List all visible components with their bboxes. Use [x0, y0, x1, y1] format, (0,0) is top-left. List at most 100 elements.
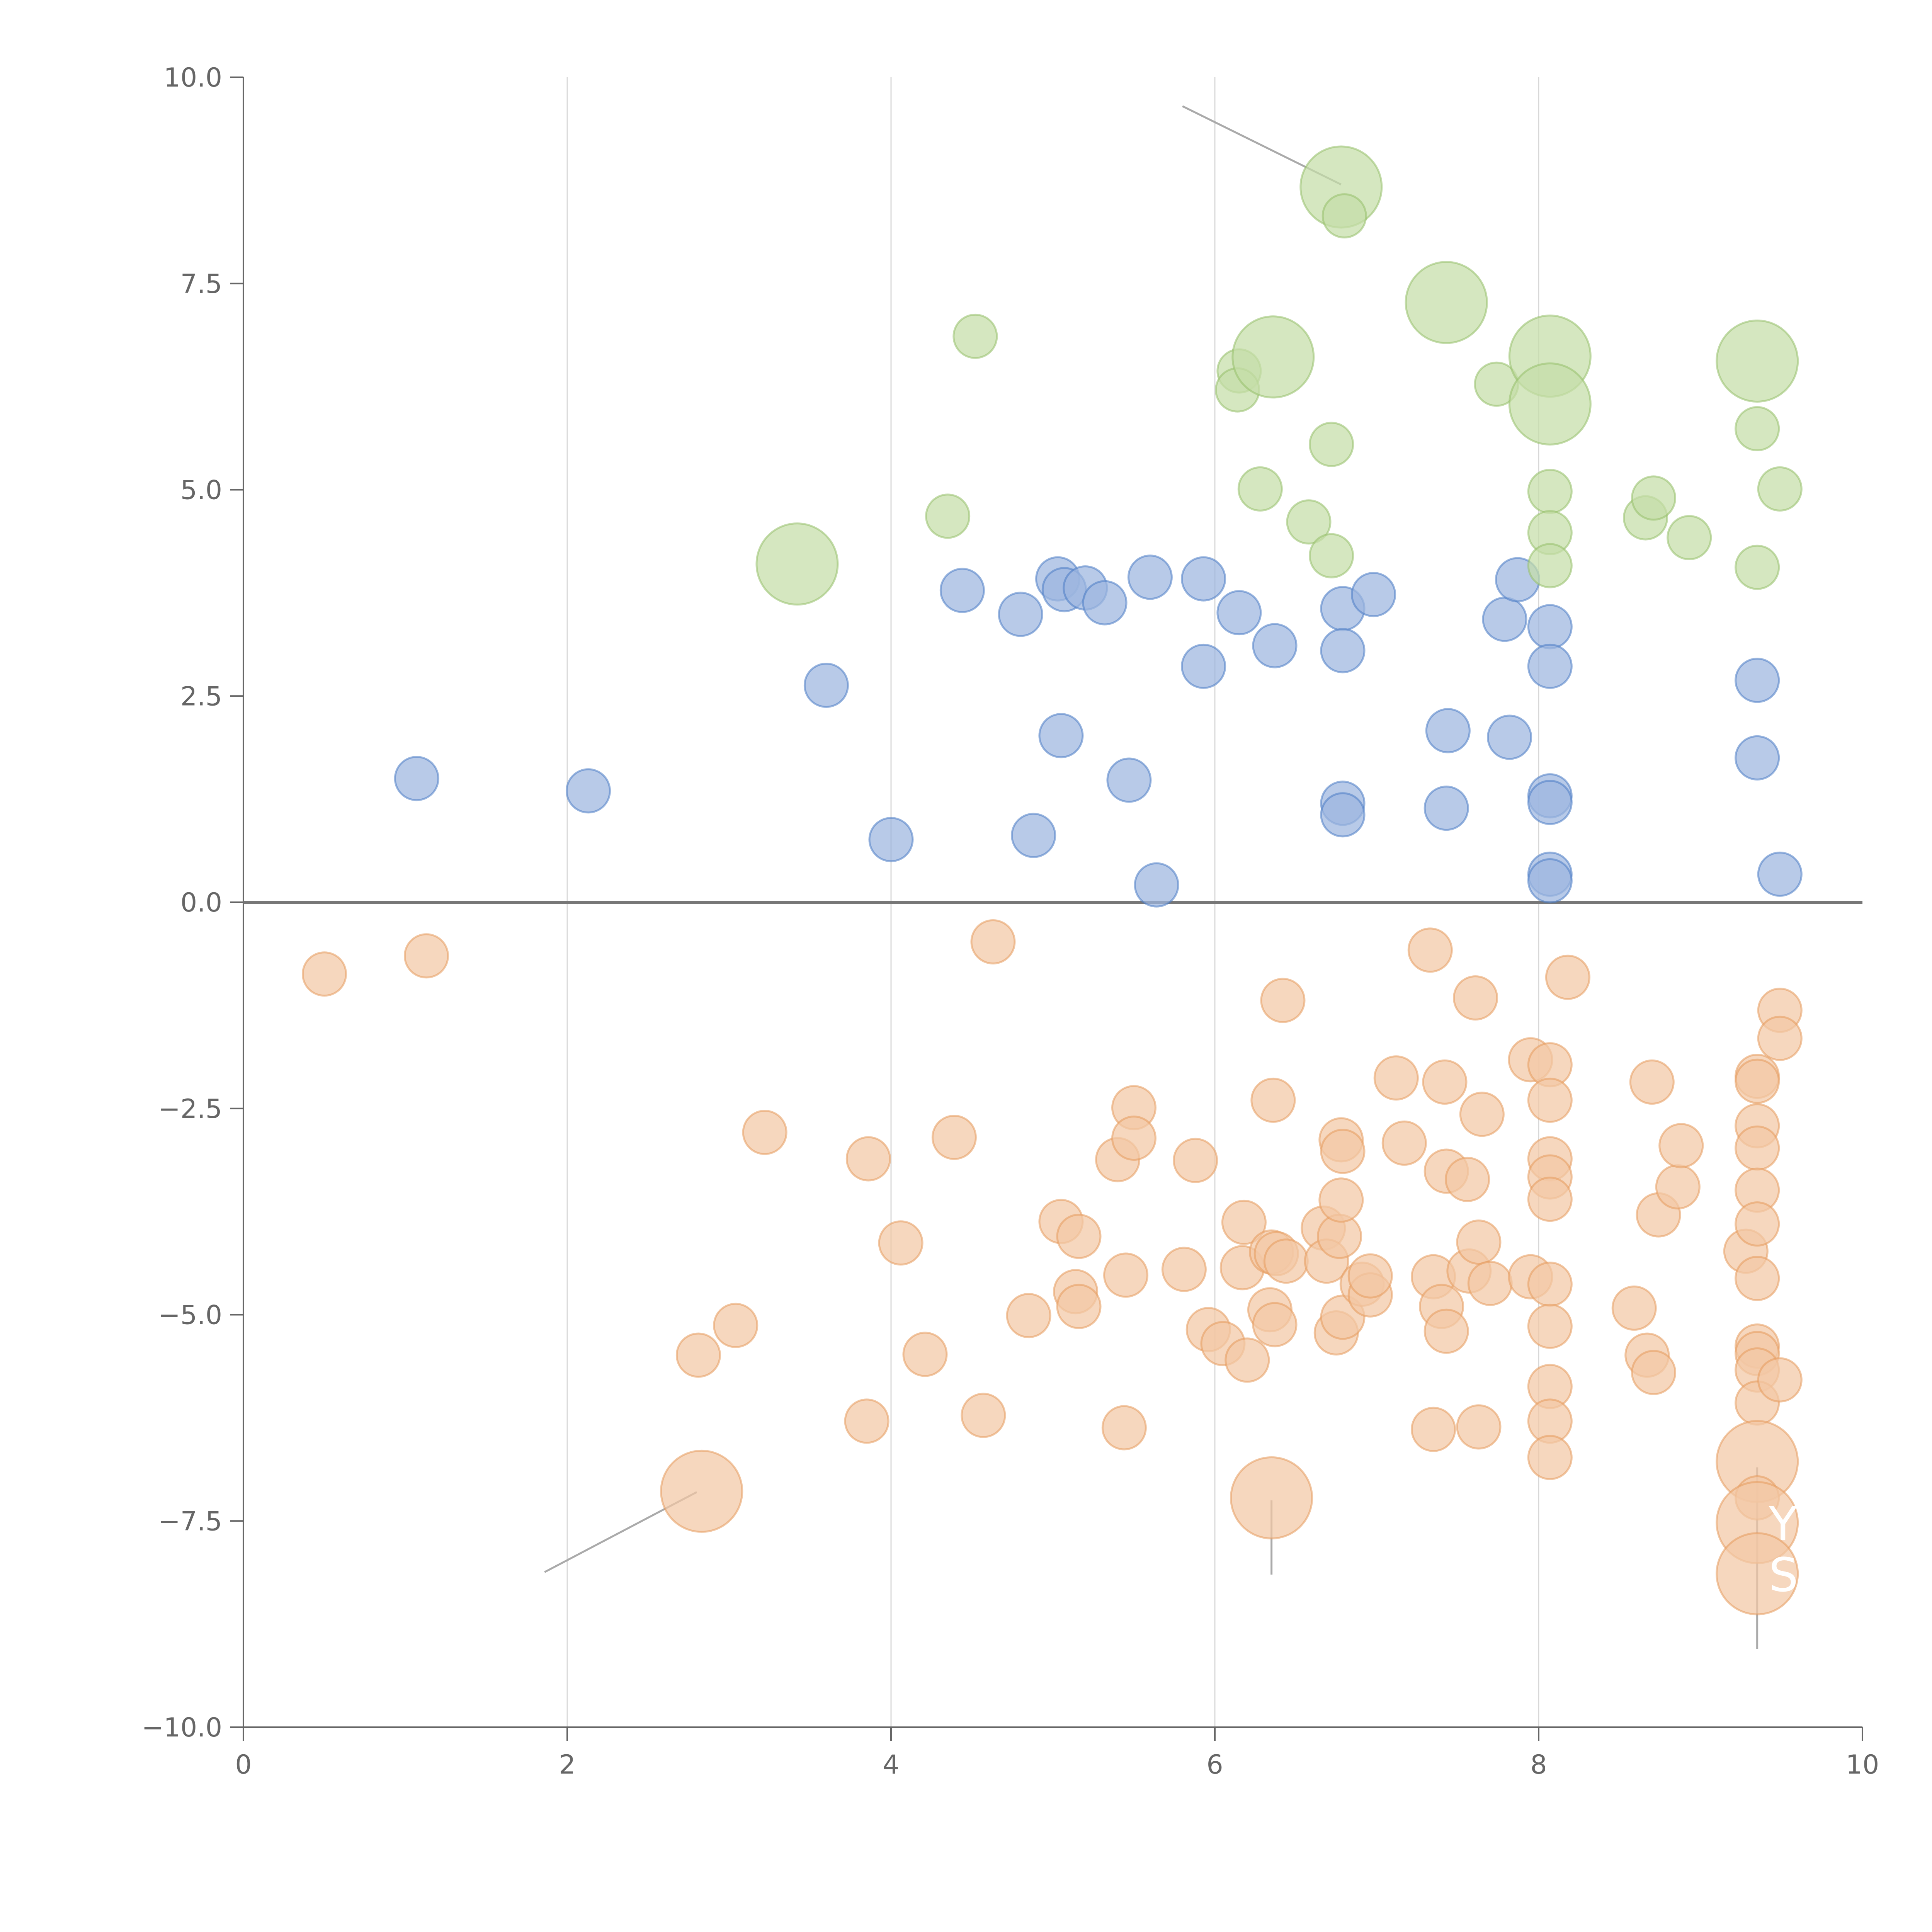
data-point — [1309, 422, 1354, 467]
data-point — [1320, 1129, 1366, 1174]
data-point — [1381, 1120, 1427, 1166]
data-point — [1527, 1303, 1573, 1349]
data-point — [1320, 628, 1366, 673]
data-point — [1423, 786, 1469, 831]
data-point — [1252, 623, 1298, 668]
data-point — [1667, 515, 1712, 560]
x-tick-label: 10 — [1846, 1750, 1879, 1780]
data-point — [713, 1303, 759, 1348]
data-point — [1467, 1260, 1513, 1306]
data-point — [925, 493, 971, 539]
data-point — [1527, 469, 1573, 514]
x-tick-label: 8 — [1530, 1750, 1547, 1780]
data-point — [1111, 1116, 1156, 1161]
data-point — [1735, 1201, 1780, 1247]
data-point — [1527, 1177, 1573, 1222]
data-point — [1263, 1238, 1309, 1284]
data-point — [1006, 1293, 1051, 1338]
data-point — [1173, 1138, 1218, 1183]
data-point — [1527, 604, 1573, 650]
data-point — [1321, 193, 1367, 239]
data-point — [1456, 1219, 1502, 1265]
data-point — [1735, 1125, 1780, 1171]
data-point — [302, 951, 347, 997]
data-point — [1225, 1337, 1270, 1383]
data-point — [1735, 1256, 1780, 1301]
data-point — [1405, 261, 1488, 344]
data-point — [1527, 643, 1573, 689]
data-point — [675, 1332, 721, 1378]
x-tick-label: 4 — [883, 1750, 899, 1780]
y-tick-label: 10.0 — [164, 63, 222, 93]
axes: 0 2 4 6 8 10 −10.0 −7.5 −5.0 −2.5 0.0 2.5 5.0 7.5 10.0 — [142, 63, 1879, 1780]
data-point — [1487, 714, 1532, 760]
data-point — [1103, 1252, 1149, 1298]
y-tick-label: 5.0 — [180, 475, 222, 506]
data-point — [998, 592, 1043, 637]
y-tick-label: 0.0 — [180, 888, 222, 918]
data-point — [1422, 1059, 1468, 1105]
data-point — [1230, 1456, 1313, 1539]
data-point — [1181, 556, 1226, 602]
data-point — [1527, 1077, 1573, 1123]
data-point — [1631, 475, 1676, 521]
data-point — [394, 756, 439, 801]
data-point — [1056, 1214, 1102, 1259]
x-tick-label: 0 — [235, 1750, 252, 1780]
data-point — [1735, 406, 1780, 452]
data-point — [1161, 1247, 1207, 1292]
y-tick-label: −2.5 — [158, 1094, 222, 1124]
data-point — [1757, 466, 1803, 512]
data-point — [1735, 658, 1780, 703]
y-tick-label: −10.0 — [142, 1713, 222, 1743]
data-point — [1658, 1123, 1704, 1168]
data-point — [1445, 1156, 1490, 1202]
data-point — [660, 1449, 743, 1533]
data-point — [1351, 572, 1396, 617]
data-point — [1309, 533, 1354, 578]
data-point — [1716, 1532, 1799, 1616]
data-point — [1631, 1350, 1676, 1395]
data-point — [961, 1393, 1006, 1438]
data-point — [565, 768, 611, 814]
data-point — [1038, 713, 1084, 759]
y-tick-label: 2.5 — [180, 681, 222, 712]
data-point — [1527, 1435, 1573, 1480]
point-label: S — [1769, 1549, 1798, 1602]
data-point — [1127, 554, 1173, 600]
data-point — [1527, 858, 1573, 903]
data-point — [878, 1220, 923, 1266]
y-tick-label: −5.0 — [158, 1300, 222, 1331]
data-point — [1425, 708, 1471, 753]
data-point — [868, 817, 914, 862]
point-labels: YS — [1769, 1498, 1798, 1602]
data-point — [1527, 543, 1573, 588]
data-point — [1221, 1199, 1267, 1245]
data-point — [939, 568, 985, 613]
data-point — [1407, 927, 1453, 973]
data-point — [1423, 1308, 1469, 1354]
data-point — [952, 313, 998, 359]
data-point — [1286, 499, 1332, 545]
data-point — [1106, 757, 1152, 803]
data-point — [1716, 319, 1799, 403]
data-point — [1231, 315, 1315, 399]
data-point — [1347, 1253, 1393, 1299]
data-point — [1527, 780, 1573, 825]
point-label: Y — [1769, 1498, 1798, 1551]
y-tick-label: −7.5 — [158, 1506, 222, 1537]
data-point — [742, 1110, 787, 1155]
data-point — [1545, 954, 1590, 1000]
data-point — [1260, 978, 1306, 1023]
data-point — [845, 1136, 891, 1182]
data-point — [803, 662, 849, 708]
data-point — [1252, 1302, 1298, 1347]
data-point — [1757, 851, 1803, 897]
data-point — [931, 1114, 977, 1160]
data-point — [1320, 792, 1366, 838]
data-point — [1250, 1077, 1296, 1123]
data-point — [1456, 1404, 1502, 1450]
data-point — [403, 933, 449, 979]
data-point — [1101, 1405, 1147, 1451]
data-point — [1508, 362, 1592, 446]
